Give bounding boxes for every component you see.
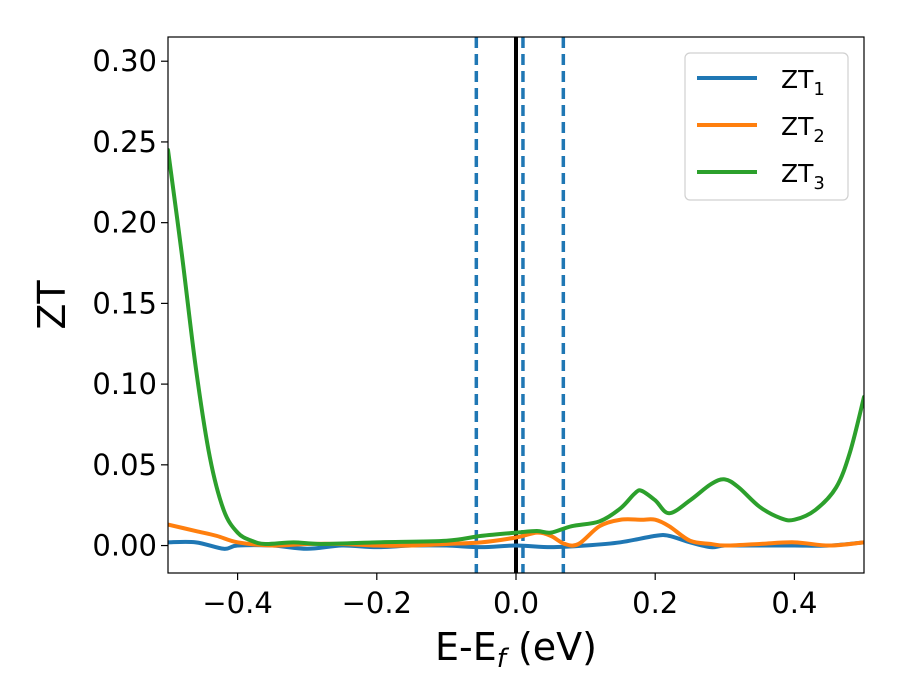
x-axis-title: E-Ef (eV) — [435, 625, 597, 674]
y-tick-label: 0.05 — [92, 448, 157, 482]
legend-label-zt1: ZT1 — [781, 65, 825, 100]
x-tick-label: 0.0 — [493, 586, 539, 620]
x-axis-ticks: −0.4 −0.2 0.0 0.2 0.4 — [202, 573, 817, 620]
legend-label-zt3: ZT3 — [781, 159, 825, 194]
x-tick-label: 0.4 — [771, 586, 817, 620]
x-tick-label: 0.2 — [632, 586, 678, 620]
x-tick-label: −0.2 — [342, 586, 412, 620]
series-line-zt2 — [168, 517, 864, 548]
reference-lines — [474, 37, 566, 573]
legend-box — [684, 52, 849, 201]
y-axis-ticks: 0.00 0.05 0.10 0.15 0.20 0.25 0.30 — [92, 44, 168, 563]
y-tick-label: 0.30 — [92, 44, 157, 78]
y-tick-label: 0.25 — [92, 125, 157, 159]
series-line-zt3 — [168, 148, 864, 546]
y-axis-title: ZT — [30, 280, 74, 330]
x-tick-label: −0.4 — [202, 586, 272, 620]
y-tick-label: 0.15 — [92, 286, 157, 320]
y-tick-label: 0.00 — [92, 529, 157, 563]
y-tick-label: 0.20 — [92, 206, 157, 240]
legend-label-zt2: ZT2 — [781, 112, 825, 147]
legend: ZT1 ZT2 ZT3 — [684, 52, 849, 201]
series-lines — [168, 148, 864, 551]
y-tick-label: 0.10 — [92, 367, 157, 401]
